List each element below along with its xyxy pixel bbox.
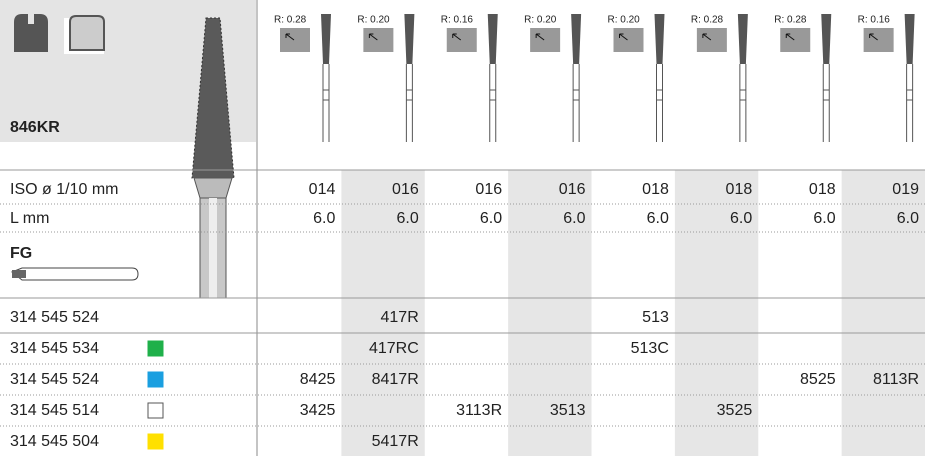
tool-head [571, 14, 582, 64]
radius-box [446, 28, 477, 52]
spec-label: ISO ø 1/10 mm [10, 181, 118, 198]
tool-shank [322, 64, 330, 142]
tool-head [904, 14, 915, 64]
cell-value: 8417R [372, 371, 419, 388]
tool-shank [405, 64, 413, 142]
cell-value: 513 [642, 309, 669, 326]
color-marker [147, 371, 164, 388]
order-code: 314 545 524 [10, 371, 99, 388]
tool-shank [572, 64, 580, 142]
radius-box [613, 28, 644, 52]
tool-head [737, 14, 748, 64]
cell-value: 3425 [300, 402, 336, 419]
column-shade [841, 170, 925, 456]
tool-shank [656, 64, 663, 142]
tool-head [487, 14, 498, 64]
radius-arrow [702, 33, 712, 41]
bur-illustration [191, 17, 235, 299]
radius-box [363, 28, 394, 52]
spec-value: 6.0 [897, 210, 919, 227]
radius-label: R: 0.28 [774, 15, 807, 26]
spec-value: 016 [392, 181, 419, 198]
shank-label: FG [10, 245, 32, 262]
radius-arrow [452, 33, 462, 41]
spec-value: 016 [475, 181, 502, 198]
spec-value: 018 [642, 181, 669, 198]
radius-label: R: 0.28 [274, 15, 307, 26]
spec-value: 6.0 [647, 210, 669, 227]
color-marker [147, 433, 164, 450]
radius-arrow [285, 33, 295, 41]
order-code: 314 545 534 [10, 340, 99, 357]
tool-shank [739, 64, 747, 142]
color-marker [147, 402, 164, 419]
fg-shank-icon [11, 267, 139, 281]
radius-label: R: 0.16 [441, 15, 474, 26]
tool-head [654, 14, 665, 64]
spec-value: 014 [309, 181, 336, 198]
radius-label: R: 0.16 [858, 15, 891, 26]
order-code: 314 545 514 [10, 402, 99, 419]
spec-value: 019 [892, 181, 919, 198]
order-code: 314 545 524 [10, 309, 99, 326]
cell-value: 3525 [717, 402, 753, 419]
spec-label: L mm [10, 210, 49, 227]
cell-value: 417RC [369, 340, 419, 357]
order-code: 314 545 504 [10, 433, 99, 450]
radius-box [696, 28, 727, 52]
tool-head [821, 14, 832, 64]
column-shade [674, 170, 759, 456]
cell-value: 417R [381, 309, 419, 326]
tool-shank [906, 64, 914, 142]
radius-arrow [869, 33, 878, 41]
spec-value: 6.0 [730, 210, 752, 227]
product-title: 846KR [10, 119, 60, 136]
spec-value: 6.0 [397, 210, 419, 227]
cell-value: 8113R [873, 371, 919, 388]
tooth-icons [14, 14, 105, 54]
radius-label: R: 0.28 [691, 15, 724, 26]
cell-value: 3513 [550, 402, 586, 419]
radius-label: R: 0.20 [357, 15, 390, 26]
radius-arrow [619, 33, 628, 41]
radius-box [280, 28, 310, 52]
radius-box [530, 28, 561, 52]
tool-head [404, 14, 415, 64]
tool-shank [489, 64, 497, 142]
cell-value: 8525 [800, 371, 836, 388]
spec-value: 6.0 [480, 210, 502, 227]
cell-value: 3113R [456, 402, 502, 419]
column-shade [341, 170, 425, 456]
radius-arrow [368, 33, 378, 41]
spec-value: 016 [559, 181, 586, 198]
radius-label: R: 0.20 [524, 15, 557, 26]
tool-head [321, 14, 331, 64]
cell-value: 8425 [300, 371, 336, 388]
cell-value: 513C [631, 340, 669, 357]
column-shade [508, 170, 592, 456]
radius-box [863, 28, 894, 52]
spec-value: 018 [726, 181, 753, 198]
spec-value: 6.0 [813, 210, 835, 227]
radius-arrow [535, 33, 545, 41]
spec-value: 6.0 [563, 210, 585, 227]
color-marker [147, 340, 164, 357]
radius-arrow [785, 33, 795, 41]
spec-value: 6.0 [313, 210, 335, 227]
radius-box [780, 28, 811, 52]
cell-value: 5417R [372, 433, 419, 450]
tool-shank [822, 64, 830, 142]
radius-label: R: 0.20 [608, 15, 641, 26]
spec-value: 018 [809, 181, 836, 198]
